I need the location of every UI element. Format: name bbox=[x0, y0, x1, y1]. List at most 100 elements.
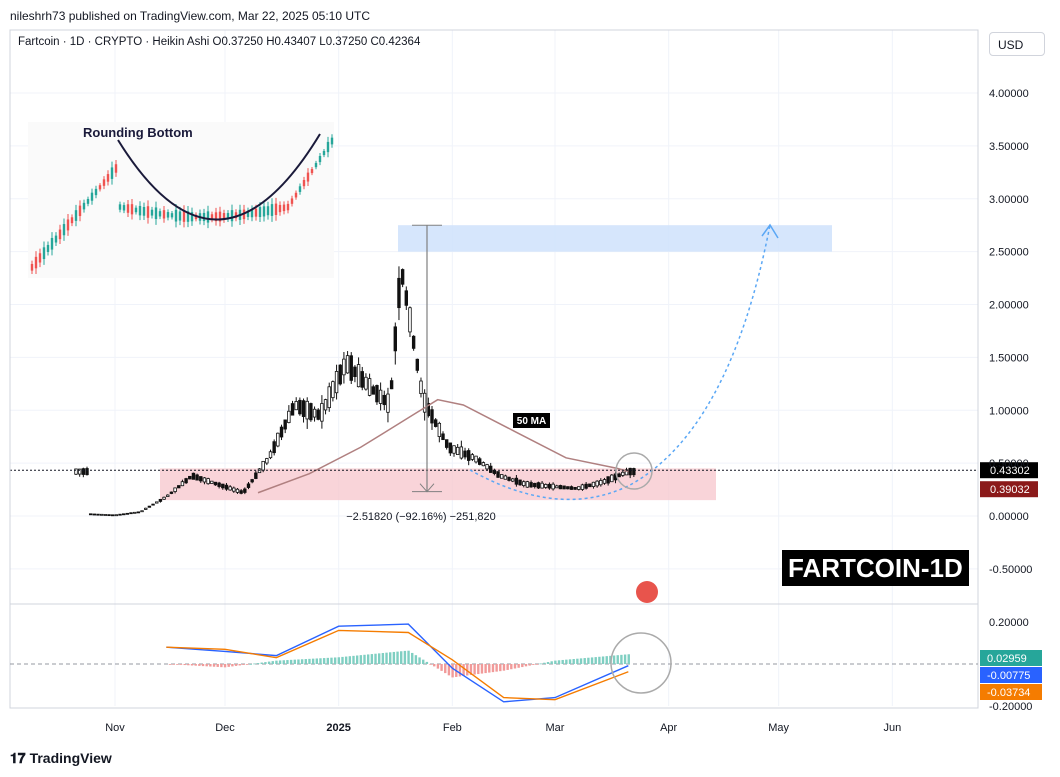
candle-body bbox=[199, 476, 203, 482]
macd-hist-bar bbox=[333, 657, 337, 664]
inset-body bbox=[314, 162, 318, 168]
macd-hist-bar bbox=[422, 659, 425, 664]
inset-body bbox=[326, 141, 330, 153]
candle-body bbox=[173, 487, 177, 492]
candle-body bbox=[360, 371, 364, 388]
inset-body bbox=[94, 188, 98, 196]
y-tick-label: 2.00000 bbox=[989, 300, 1029, 312]
macd-hist-bar bbox=[535, 664, 539, 665]
macd-hist-bar bbox=[385, 652, 388, 664]
macd-hist-bar bbox=[242, 664, 245, 665]
candle-body bbox=[305, 400, 309, 420]
inset-body bbox=[190, 212, 194, 222]
candle-body bbox=[569, 486, 574, 490]
macd-hist-bar bbox=[543, 662, 546, 664]
inset-body bbox=[318, 156, 322, 163]
macd-hist-bar bbox=[451, 664, 454, 678]
projection-arrowhead bbox=[761, 223, 779, 239]
candle-body bbox=[397, 277, 401, 309]
candle-body bbox=[81, 468, 86, 475]
inset-body bbox=[322, 150, 326, 156]
candle-body bbox=[243, 488, 247, 493]
macd-hist-bar bbox=[264, 662, 267, 664]
candle-body bbox=[477, 458, 482, 465]
macd-hist-bar bbox=[466, 664, 469, 676]
candle-body bbox=[279, 426, 284, 438]
inset-body bbox=[154, 207, 158, 220]
macd-hist-bar bbox=[352, 655, 355, 664]
candle-body bbox=[272, 441, 276, 454]
macd-hist-bar bbox=[227, 664, 230, 667]
x-tick-label: Nov bbox=[105, 722, 125, 734]
macd-hist-bar bbox=[480, 664, 484, 674]
macd-value-label: -0.00775 bbox=[987, 670, 1030, 682]
inset-body bbox=[274, 203, 278, 215]
axes: 4.00000 3.50000 3.00000 2.50000 2.00000 1.500… bbox=[9, 29, 1032, 734]
macd-hist-bar bbox=[436, 664, 440, 669]
candle-body bbox=[301, 400, 306, 417]
candle-body bbox=[617, 473, 621, 478]
candle-body bbox=[430, 409, 434, 424]
inset-body bbox=[66, 219, 70, 231]
macd-hist-bar bbox=[220, 664, 223, 668]
inset-body bbox=[102, 179, 106, 186]
candle-body bbox=[327, 386, 331, 409]
candle-body bbox=[331, 381, 335, 399]
macd-hist-bar bbox=[355, 655, 359, 664]
us-flag-icon[interactable] bbox=[636, 581, 658, 603]
currency-selector[interactable]: USD bbox=[989, 32, 1045, 56]
candle-body bbox=[364, 376, 368, 390]
candle-body bbox=[437, 422, 442, 437]
macd-hist-bar bbox=[330, 657, 333, 664]
candle-body bbox=[555, 485, 559, 489]
inset-body bbox=[218, 211, 222, 222]
inset-body bbox=[270, 204, 274, 216]
inset-body bbox=[34, 256, 38, 269]
candle-body bbox=[599, 480, 603, 486]
candle-body bbox=[254, 472, 258, 479]
candle-body bbox=[184, 478, 188, 484]
inset-body bbox=[266, 206, 270, 216]
candle-body bbox=[268, 451, 273, 459]
candle-body bbox=[118, 513, 122, 516]
macd-hist-bar bbox=[594, 657, 597, 664]
candle-body bbox=[606, 476, 610, 484]
candle-body bbox=[136, 511, 141, 514]
macd-hist-bar bbox=[447, 664, 451, 676]
candle-body bbox=[88, 513, 93, 516]
inset-body bbox=[182, 210, 186, 222]
ohlc-open: O0.37250 bbox=[212, 36, 264, 48]
inset-body bbox=[82, 202, 86, 210]
symbol-name[interactable]: Fartcoin · 1D · CRYPTO · Heikin Ashi bbox=[18, 36, 210, 48]
candle-body bbox=[338, 364, 342, 385]
macd-hist-bar bbox=[403, 650, 407, 664]
y-tick-label: 3.50000 bbox=[989, 141, 1029, 153]
inset-body bbox=[214, 212, 218, 222]
candle-body bbox=[210, 480, 214, 484]
candle-body bbox=[400, 269, 405, 285]
y-tick-label: -0.50000 bbox=[989, 564, 1032, 576]
ma-label-bg bbox=[513, 413, 550, 428]
candle-body bbox=[411, 335, 416, 349]
candle-body bbox=[345, 355, 350, 374]
candle-body bbox=[518, 479, 522, 486]
macd-value-label: 0.02959 bbox=[987, 653, 1027, 665]
inset-body bbox=[78, 205, 82, 217]
inset-body bbox=[98, 185, 102, 190]
measure-label: −2.51820 (−92.16%) −251,820 bbox=[346, 511, 496, 523]
macd-hist-bar bbox=[381, 653, 385, 664]
macd-hist-bar bbox=[231, 664, 234, 667]
inset-body bbox=[142, 207, 146, 216]
tradingview-logo[interactable]: 𝟏𝟕 TradingView bbox=[10, 750, 112, 767]
macd-hist-bar bbox=[444, 664, 447, 674]
candle-body bbox=[371, 386, 375, 395]
candle-body bbox=[415, 358, 420, 371]
macd-hist-bar bbox=[187, 664, 190, 666]
macd-hist-bar bbox=[249, 663, 252, 665]
candle-body bbox=[562, 485, 566, 490]
macd-hist-bar bbox=[238, 664, 241, 666]
macd-hist-bar bbox=[344, 656, 348, 664]
x-tick-label: Feb bbox=[443, 722, 462, 734]
candle-body bbox=[217, 482, 221, 487]
inset-body bbox=[262, 206, 266, 217]
